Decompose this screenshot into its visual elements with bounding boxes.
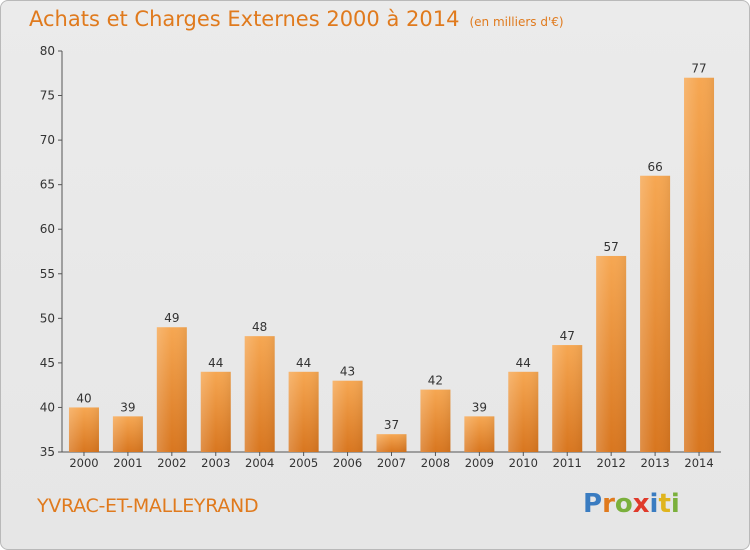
x-tick-label: 2008 (421, 456, 450, 470)
bar-shine-2008 (420, 389, 451, 452)
logo-letter: t (658, 489, 671, 519)
data-label: 66 (647, 160, 662, 174)
proxiti-logo: Proxiti (583, 489, 680, 519)
bar-shine-2000 (68, 407, 99, 452)
bar-shine-2003 (200, 371, 231, 452)
bar-shine-2002 (156, 327, 187, 452)
logo-letter: x (632, 489, 650, 519)
bar-shine-2009 (464, 416, 495, 452)
x-tick-label: 2003 (201, 456, 230, 470)
bar-shine-2012 (596, 255, 627, 452)
bar-shine-2014 (684, 77, 715, 452)
data-label: 77 (691, 62, 706, 76)
y-tick-label: 55 (40, 267, 55, 281)
chart-title-text: Achats et Charges Externes 2000 à 2014 (29, 7, 460, 31)
logo-letter: r (602, 489, 615, 519)
x-tick-label: 2013 (640, 456, 669, 470)
data-label: 44 (516, 356, 531, 370)
bar-shine-2005 (288, 371, 319, 452)
y-tick-label: 70 (40, 133, 55, 147)
data-label: 43 (340, 365, 355, 379)
x-tick-label: 2009 (465, 456, 494, 470)
logo-letter: i (670, 489, 680, 519)
data-label: 47 (560, 329, 575, 343)
logo-letter: P (583, 489, 603, 519)
y-tick-label: 60 (40, 222, 55, 236)
y-tick-label: 50 (40, 311, 55, 325)
bar-shine-2013 (640, 175, 671, 452)
bar-shine-2010 (508, 371, 539, 452)
value-labels: 40 39 49 44 48 44 43 37 42 39 44 47 57 66 77 (76, 62, 706, 432)
logo-letter: o (614, 489, 633, 519)
x-tick-label: 2005 (289, 456, 318, 470)
x-tick-label: 2012 (597, 456, 626, 470)
data-label: 40 (76, 391, 91, 405)
data-label: 44 (208, 356, 223, 370)
x-tick-label: 2010 (509, 456, 538, 470)
bars (68, 77, 715, 452)
x-tick-label: 2001 (113, 456, 142, 470)
y-tick-label: 80 (40, 44, 55, 58)
data-label: 42 (428, 374, 443, 388)
y-tick-label: 40 (40, 400, 55, 414)
x-tick-label: 2000 (69, 456, 98, 470)
y-tick-label: 65 (40, 178, 55, 192)
chart-title: Achats et Charges Externes 2000 à 2014 (e… (29, 7, 564, 31)
y-tick-label: 45 (40, 356, 55, 370)
x-tick-label: 2011 (553, 456, 582, 470)
bar-shine-2001 (112, 416, 143, 452)
bar-shine-2004 (244, 336, 275, 452)
data-label: 39 (120, 400, 135, 414)
data-label: 49 (164, 311, 179, 325)
x-tick-label: 2014 (684, 456, 713, 470)
bar-shine-2006 (332, 380, 363, 452)
y-tick-label: 75 (40, 89, 55, 103)
bar-shine-2007 (376, 434, 407, 452)
logo-letter: i (649, 489, 659, 519)
data-label: 44 (296, 356, 311, 370)
x-tick-label: 2002 (157, 456, 186, 470)
data-label: 37 (384, 418, 399, 432)
y-tick-label: 35 (40, 445, 55, 459)
data-label: 57 (604, 240, 619, 254)
commune-name: YVRAC-ET-MALLEYRAND (37, 495, 259, 517)
bar-shine-2011 (552, 345, 583, 452)
x-tick-label: 2007 (377, 456, 406, 470)
axes: 35 40 45 50 55 60 65 70 75 80 2000 2001 2002 2003 2004… (40, 44, 721, 470)
x-tick-label: 2006 (333, 456, 362, 470)
data-label: 39 (472, 400, 487, 414)
data-label: 48 (252, 320, 267, 334)
chart-subtitle: (en milliers d'€) (469, 15, 564, 29)
x-tick-label: 2004 (245, 456, 274, 470)
